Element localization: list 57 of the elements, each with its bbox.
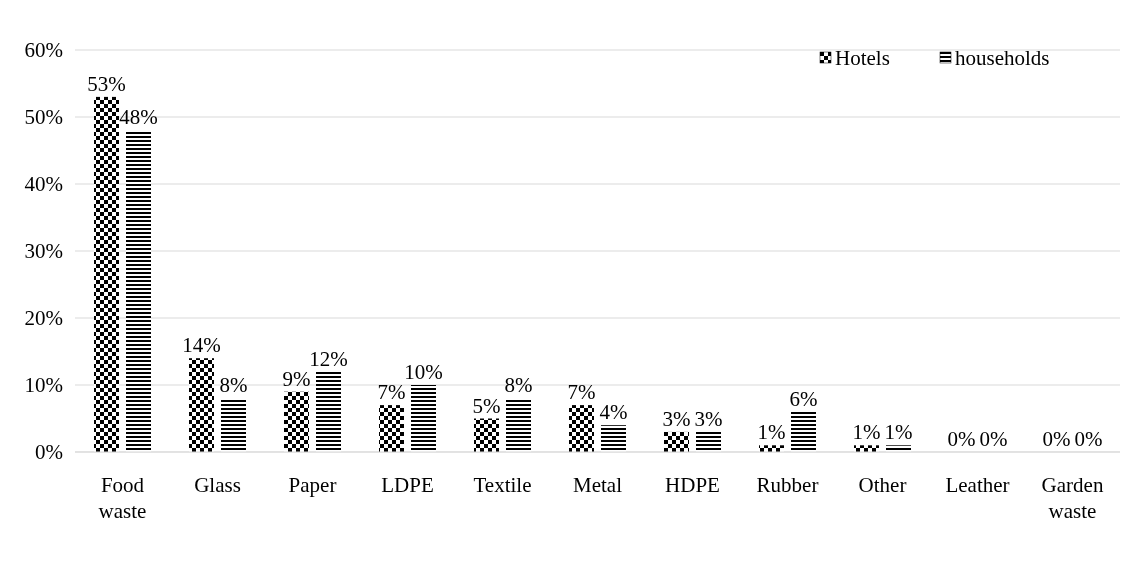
y-tick-label: 0% [35, 440, 63, 465]
bar [411, 385, 436, 452]
bar [474, 418, 499, 452]
data-label: 0% [1074, 427, 1103, 451]
x-tick-label: Paper [288, 473, 337, 497]
x-tick-label: Glass [194, 473, 241, 497]
x-tick-label: Other [858, 473, 907, 497]
data-label: 12% [309, 346, 348, 371]
data-label: 8% [219, 373, 248, 398]
data-label: 1% [757, 420, 786, 445]
y-tick-label: 40% [24, 172, 63, 197]
data-label: 10% [404, 360, 443, 384]
bar [601, 425, 626, 452]
y-tick-label: 20% [24, 306, 63, 331]
y-tick-label: 30% [24, 239, 63, 264]
y-tick-label: 10% [24, 373, 63, 398]
legend-label: households [955, 46, 1050, 71]
data-label: 7% [377, 380, 406, 405]
y-tick-label: 60% [24, 38, 63, 63]
data-label: 3% [662, 406, 691, 431]
data-label: 3% [694, 406, 723, 431]
bar [664, 431, 689, 452]
x-tick-label: Leather [945, 473, 1010, 497]
x-tick-label: Rubber [756, 473, 819, 497]
bar [569, 405, 594, 452]
bar [379, 405, 404, 452]
bar [506, 398, 531, 452]
x-tick-label: HDPE [665, 473, 720, 497]
data-label: 14% [182, 333, 221, 358]
y-tick-label: 50% [24, 105, 63, 130]
bar [791, 411, 816, 452]
x-tick-label: Textile [473, 473, 532, 497]
x-tick-label: LDPE [381, 473, 434, 497]
data-label: 0% [979, 427, 1008, 451]
data-label: 53% [87, 71, 126, 96]
data-label: 8% [504, 373, 533, 398]
bar [284, 391, 309, 452]
bar [189, 358, 214, 452]
x-tick-label: Food waste [98, 473, 147, 523]
legend-label: Hotels [835, 46, 890, 71]
bar [316, 371, 341, 452]
x-tick-label: Garden waste [1041, 473, 1104, 523]
data-label: 1% [852, 420, 881, 445]
data-label: 5% [472, 393, 501, 418]
bar [126, 130, 151, 452]
data-label: 1% [884, 420, 913, 445]
bar [221, 398, 246, 452]
data-label: 0% [1042, 427, 1071, 451]
data-label: 0% [947, 427, 976, 451]
bar [94, 96, 119, 452]
data-label: 48% [119, 105, 158, 130]
x-tick-label: Metal [573, 473, 623, 497]
bar [696, 431, 721, 452]
data-label: 6% [789, 386, 818, 411]
data-label: 4% [599, 400, 628, 425]
data-label: 7% [567, 380, 596, 405]
data-label: 9% [282, 366, 311, 391]
